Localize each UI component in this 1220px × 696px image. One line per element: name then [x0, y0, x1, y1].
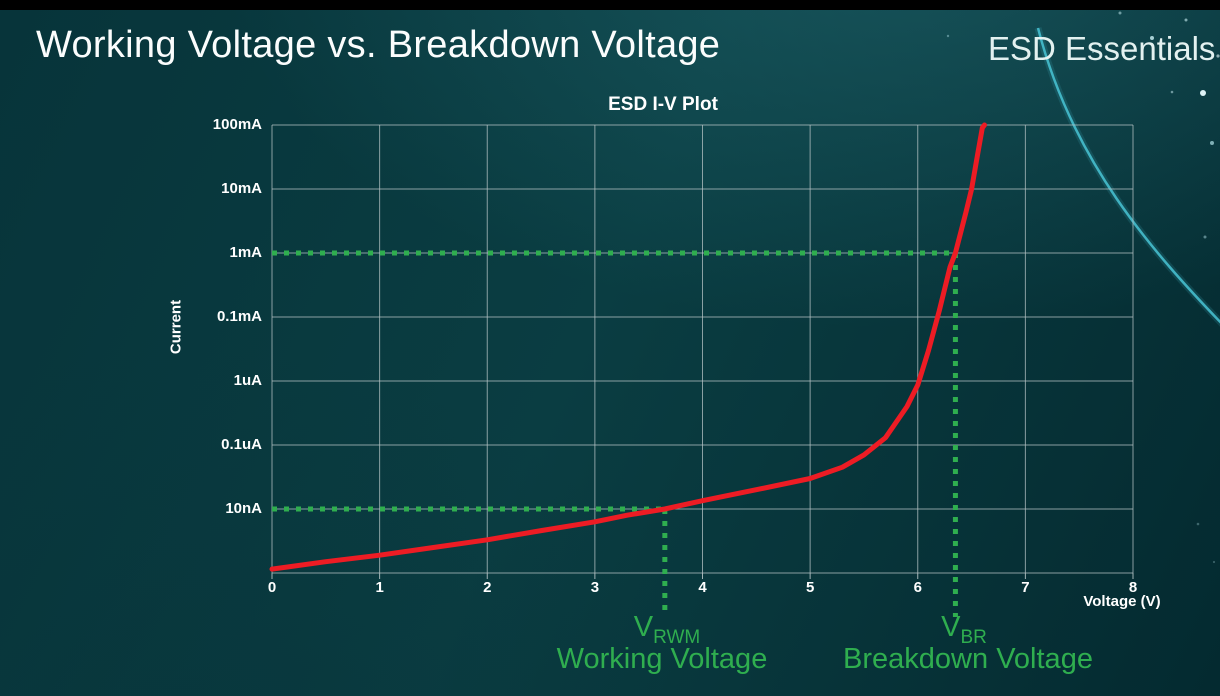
- decor-dot: [1118, 11, 1122, 15]
- decor-swoosh: [1036, 27, 1220, 324]
- vrwm-subscript: RWM: [653, 626, 701, 648]
- vbr-subscript: BR: [960, 626, 987, 648]
- vbr-label: VBR: [941, 611, 987, 647]
- iv-curve: [269, 122, 987, 572]
- x-tick-label: 0: [267, 579, 277, 596]
- decor-dot: [1212, 560, 1216, 564]
- vbr-caption: Breakdown Voltage: [843, 643, 1093, 675]
- vrwm-label: VRWM: [633, 611, 700, 647]
- x-tick-label: 2: [483, 579, 492, 596]
- y-tick-label: 10nA: [225, 500, 262, 517]
- y-tick-label: 0.1uA: [221, 436, 262, 453]
- x-tick-label: 4: [698, 579, 707, 596]
- vrwm-caption: Working Voltage: [556, 643, 768, 675]
- x-tick-label: 1: [375, 579, 384, 596]
- x-tick-label: 5: [805, 579, 815, 596]
- y-tick-label: 1uA: [233, 372, 262, 389]
- y-tick-label: 1mA: [229, 244, 262, 261]
- decor-dot: [1091, 50, 1095, 54]
- x-axis-title: Voltage (V): [1083, 593, 1161, 610]
- decor-dot: [1200, 90, 1206, 96]
- decor-dot: [946, 34, 950, 38]
- vrwm-symbol: V: [633, 611, 654, 643]
- top-bar: [0, 0, 1220, 10]
- x-tick-label: 7: [1021, 579, 1030, 596]
- decor-dot: [1170, 90, 1174, 94]
- x-tick-label: 8: [1128, 579, 1138, 596]
- decor-dot: [1150, 36, 1154, 40]
- y-tick-label: 10mA: [221, 180, 262, 197]
- decor-dot: [1184, 18, 1188, 22]
- decor-dot: [1216, 54, 1220, 58]
- x-tick-label: 3: [590, 579, 600, 596]
- decor-dot: [1203, 235, 1207, 239]
- y-tick-label: 0.1mA: [216, 308, 262, 325]
- x-tick-label: 6: [913, 579, 922, 596]
- page-title: Working Voltage vs. Breakdown Voltage: [36, 24, 721, 66]
- brand-logo: ESD Essentials: [988, 30, 1216, 67]
- decor-dot: [1210, 141, 1214, 145]
- decor-dot: [1196, 522, 1200, 526]
- y-tick-label: 100mA: [212, 116, 262, 133]
- vbr-symbol: V: [941, 611, 961, 643]
- chart-title: ESD I-V Plot: [608, 94, 718, 115]
